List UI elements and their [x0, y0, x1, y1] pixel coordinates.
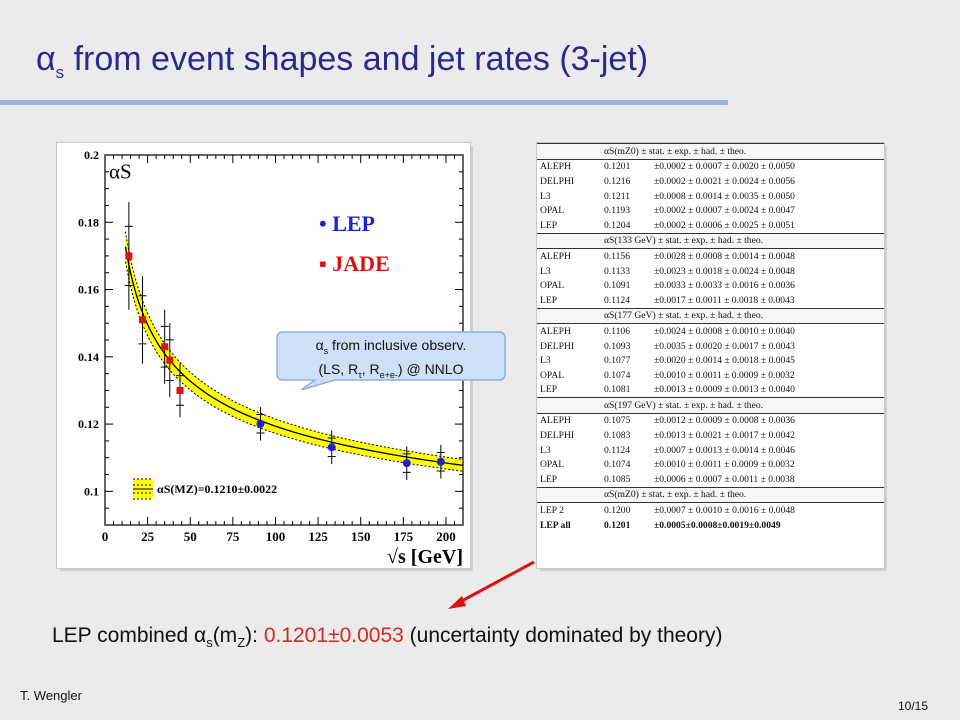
y-tick-label: 0.16 — [78, 283, 99, 297]
lep-point — [436, 457, 445, 466]
table-header: αS(177 GeV) ± stat. ± exp. ± had. ± theo… — [537, 307, 884, 325]
results-table-frame: αS(mZ0) ± stat. ± exp. ± had. ± theo. ALE… — [537, 143, 884, 568]
x-tick-label: 100 — [266, 529, 286, 544]
table-row: LEP 0.1081 ±0.0013 ± 0.0009 ± 0.0013 ± 0.0… — [540, 384, 795, 396]
table-row: L3 0.1077 ±0.0020 ± 0.0014 ± 0.0018 ± 0.00… — [540, 355, 795, 367]
table-row: LEP 2 0.1200 ±0.0007 ± 0.0010 ± 0.0016 ± 0… — [540, 505, 795, 517]
table-row: LEP 0.1204 ±0.0002 ± 0.0006 ± 0.0025 ± 0.0… — [540, 219, 795, 231]
table-header: αS(197 GeV) ± stat. ± exp. ± had. ± theo… — [537, 397, 884, 414]
x-tick-label: 25 — [141, 529, 155, 544]
table-header: αS(mZ0) ± stat. ± exp. ± had. ± theo. — [537, 486, 884, 504]
y-tick-label: 0.1 — [84, 484, 99, 498]
x-tick-label: 75 — [226, 529, 240, 544]
title-sub: s — [55, 62, 65, 82]
x-tick-label: 175 — [394, 529, 414, 544]
page-number: 10/15 — [898, 699, 929, 713]
combined-value: 0.1201±0.0053 — [263, 624, 404, 647]
table-row: L3 0.1211 ±0.0008 ± 0.0014 ± 0.0035 ± 0.00… — [540, 190, 795, 202]
jade-point — [176, 386, 184, 394]
y-tick-label: 0.18 — [78, 215, 99, 229]
lep-point — [327, 443, 336, 452]
callout-bubble: αs from inclusive observ. (LS, Rτ, Re+e-… — [275, 330, 507, 390]
band-legend-label: αS(MZ)=0.1210±0.0022 — [157, 482, 277, 496]
x-tick-label: 150 — [351, 529, 371, 544]
table-row: L3 0.1133 ±0.0023 ± 0.0018 ± 0.0024 ± 0.00… — [540, 265, 795, 277]
y-tick-label: 0.2 — [84, 148, 99, 162]
lep-point — [402, 459, 411, 468]
title-alpha: α — [36, 40, 56, 78]
chart-svg: 0 25 50 75 100 125 150 175 200 0.1 0.12 0.14 0.16 0.1… — [78, 148, 464, 568]
jade-point — [166, 356, 174, 364]
table-row: DELPHI 0.1083 ±0.0013 ± 0.0021 ± 0.0017 ± … — [540, 430, 795, 442]
table-row: ALEPH 0.1156 ±0.0028 ± 0.0008 ± 0.0014 ± 0… — [540, 250, 795, 262]
table-row: DELPHI 0.1216 ±0.0002 ± 0.0021 ± 0.0024 ± … — [540, 175, 795, 187]
x-tick-label: 50 — [184, 529, 197, 544]
results-table: αS(mZ0) ± stat. ± exp. ± had. ± theo. ALE… — [537, 143, 884, 532]
x-tick-label: 125 — [308, 529, 328, 544]
author: T. Wengler — [20, 688, 82, 703]
y-axis-label: αS — [109, 160, 132, 184]
table-row: ALEPH 0.1075 ±0.0012 ± 0.0009 ± 0.0008 ± 0… — [540, 415, 795, 427]
jade-point — [161, 343, 169, 351]
lep-combined-result: LEP combined αs(mZ): 0.1201±0.0053 (unce… — [52, 624, 723, 651]
lep-point — [256, 419, 265, 428]
callout-text: αs from inclusive observ. (LS, Rτ, Re+e-… — [315, 337, 467, 380]
table-row: DELPHI 0.1093 ±0.0035 ± 0.0020 ± 0.0017 ± … — [540, 340, 795, 352]
table-row: LEP 0.1085 ±0.0006 ± 0.0007 ± 0.0011 ± 0.0… — [540, 473, 795, 485]
jade-point — [125, 252, 133, 260]
table-row: OPAL 0.1091 ±0.0033 ± 0.0033 ± 0.0016 ± 0.… — [540, 280, 795, 292]
x-axis-label: √s [GeV] — [387, 546, 463, 568]
legend-lep: • LEP — [319, 211, 375, 236]
y-tick-label: 0.14 — [78, 350, 99, 364]
legend-jade: ▪ JADE — [319, 251, 390, 276]
table-row: OPAL 0.1074 ±0.0010 ± 0.0011 ± 0.0009 ± 0.… — [540, 369, 795, 381]
x-tick-label: 0 — [102, 529, 109, 544]
y-tick-label: 0.12 — [78, 417, 99, 431]
table-header: αS(133 GeV) ± stat. ± exp. ± had. ± theo… — [537, 232, 884, 250]
title-rule — [0, 100, 728, 105]
table-row: ALEPH 0.1106 ±0.0024 ± 0.0008 ± 0.0010 ± 0… — [540, 325, 795, 337]
table-row: LEP 0.1124 ±0.0017 ± 0.0011 ± 0.0018 ± 0.0… — [540, 294, 795, 306]
jade-point — [139, 316, 147, 324]
table-header: αS(mZ0) ± stat. ± exp. ± had. ± theo. — [537, 143, 884, 160]
table-row: OPAL 0.1074 ±0.0010 ± 0.0011 ± 0.0009 ± 0.… — [540, 459, 795, 471]
title-text: from event shapes and jet rates (3-jet) — [64, 40, 649, 78]
table-row: ALEPH 0.1201 ±0.0002 ± 0.0007 ± 0.0020 ± 0… — [540, 161, 795, 173]
table-row: L3 0.1124 ±0.0007 ± 0.0013 ± 0.0014 ± 0.00… — [540, 444, 795, 456]
x-tick-label: 200 — [436, 529, 456, 544]
table-row: OPAL 0.1193 ±0.0002 ± 0.0007 ± 0.0024 ± 0.… — [540, 205, 795, 217]
callout-shape — [276, 331, 506, 390]
slide-title: αs from event shapes and jet rates (3-je… — [36, 40, 648, 83]
table-row: LEP all 0.1201 ±0.0005±0.0008±0.0019±0.004… — [540, 519, 781, 531]
